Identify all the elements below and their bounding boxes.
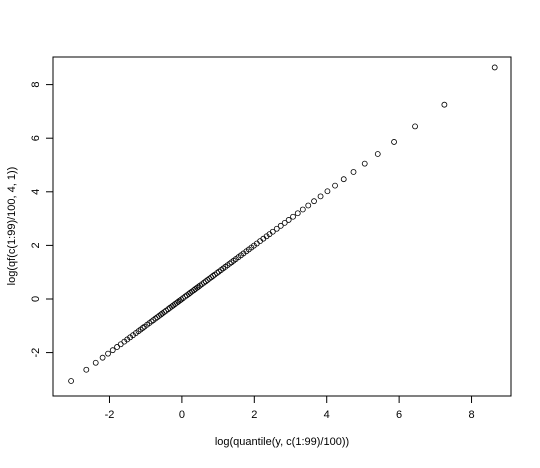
point — [139, 325, 146, 331]
x-tick-label: 6 — [396, 409, 402, 421]
point — [208, 274, 215, 281]
x-axis-label: log(quantile(y, c(1:99)/100)) — [215, 436, 349, 448]
point — [290, 213, 296, 220]
y-tick-label: -2 — [30, 348, 42, 358]
point — [99, 354, 106, 361]
point — [305, 202, 312, 209]
point — [83, 366, 90, 373]
point — [340, 176, 347, 183]
point — [269, 228, 276, 235]
point — [117, 341, 124, 348]
point — [412, 123, 418, 130]
point — [361, 160, 368, 167]
point — [178, 296, 185, 303]
point — [182, 293, 189, 300]
point — [277, 222, 284, 229]
point — [281, 219, 288, 226]
point — [491, 64, 498, 71]
point — [214, 270, 220, 276]
y-axis-label: log(qf(c(1:99)/100, 4, 1)) — [6, 167, 18, 286]
point — [201, 279, 207, 286]
point — [206, 275, 213, 282]
point — [311, 198, 317, 205]
point — [68, 378, 75, 384]
point — [204, 277, 211, 283]
point — [332, 182, 338, 189]
point — [441, 101, 448, 108]
point — [105, 350, 111, 357]
y-tick-label: 4 — [30, 189, 42, 195]
point — [165, 306, 172, 313]
plot-box — [52, 56, 512, 397]
point — [148, 318, 155, 325]
point — [285, 217, 292, 223]
point — [197, 282, 203, 289]
y-tick-label: 0 — [30, 296, 42, 302]
x-tick-label: 2 — [251, 409, 257, 421]
point — [152, 315, 159, 322]
point — [294, 210, 301, 217]
y-tick-label: 6 — [30, 135, 42, 141]
point — [202, 278, 209, 285]
point — [187, 289, 194, 296]
x-tick-label: 4 — [324, 409, 330, 421]
y-tick-label: 8 — [30, 82, 42, 88]
x-tick-label: 0 — [179, 409, 185, 421]
point — [350, 169, 357, 175]
point — [170, 302, 177, 309]
point — [161, 309, 168, 316]
point — [273, 225, 280, 232]
x-tick-label: 8 — [468, 409, 474, 421]
y-tick-label: 2 — [30, 242, 42, 248]
point — [109, 347, 116, 354]
point — [210, 273, 216, 279]
point — [391, 139, 397, 145]
point — [92, 359, 99, 366]
x-tick-label: -2 — [105, 409, 115, 421]
point — [299, 206, 306, 213]
point — [159, 310, 166, 317]
point — [114, 344, 120, 350]
point — [226, 260, 233, 267]
point — [374, 151, 381, 157]
point — [317, 193, 324, 200]
point — [324, 188, 331, 195]
point — [154, 314, 161, 321]
